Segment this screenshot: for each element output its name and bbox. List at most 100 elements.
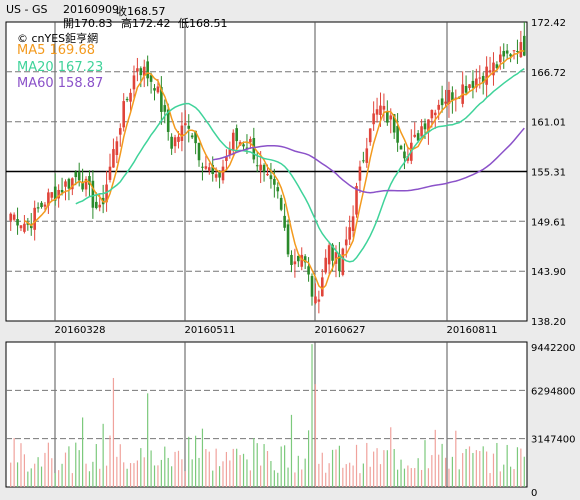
- candle-body: [142, 66, 146, 76]
- candle-body: [194, 130, 197, 144]
- candle-body: [177, 136, 180, 142]
- candle-body: [156, 86, 160, 93]
- ma5-line: [23, 49, 525, 290]
- low-label: 低168.51: [178, 17, 228, 30]
- candle-body: [447, 89, 451, 105]
- ma20-legend: MA20 167.23: [17, 60, 104, 75]
- candle-body: [29, 225, 33, 229]
- candle-body: [389, 115, 393, 120]
- candle-body: [392, 114, 396, 133]
- candle-body: [471, 80, 475, 88]
- ma5-legend: MA5 169.68: [17, 43, 95, 58]
- candle-body: [355, 186, 358, 215]
- candle-body: [84, 178, 88, 190]
- candle-body: [413, 134, 417, 137]
- candle-body: [344, 239, 348, 246]
- candle-body: [218, 170, 221, 178]
- candle-body: [427, 119, 430, 133]
- date-tick-label: 20160811: [447, 325, 498, 336]
- volume-panel: [5, 341, 528, 488]
- candle-body: [81, 181, 84, 190]
- candle-body: [464, 85, 468, 93]
- candle-body: [512, 50, 516, 52]
- candle-body: [252, 137, 256, 160]
- candle-body: [221, 166, 225, 181]
- candle-body: [396, 126, 399, 143]
- candle-body: [324, 257, 328, 273]
- candle-body: [481, 76, 485, 84]
- candle-body: [451, 92, 454, 101]
- candle-body: [64, 181, 67, 187]
- candle-body: [132, 75, 136, 90]
- candle-body: [43, 204, 47, 207]
- candle-body: [331, 244, 334, 261]
- candle-body: [112, 149, 115, 168]
- candle-body: [300, 254, 304, 267]
- candle-body: [310, 276, 314, 297]
- candle-body: [122, 101, 125, 128]
- candle-body: [184, 123, 187, 126]
- symbol-label: US - GS: [6, 3, 48, 16]
- candle-body: [211, 165, 215, 175]
- price-tick-label: 172.42: [531, 18, 566, 29]
- candle-body: [365, 148, 369, 163]
- candle-body: [283, 215, 286, 228]
- candle-body: [406, 156, 410, 161]
- candle-body: [201, 166, 204, 168]
- price-tick-label: 143.90: [531, 267, 566, 278]
- candle-body: [440, 98, 444, 106]
- candle-body: [105, 184, 108, 203]
- candle-body: [273, 178, 276, 185]
- candle-body: [153, 88, 156, 91]
- candle-body: [519, 42, 523, 58]
- candle-body: [60, 189, 64, 193]
- candle-body: [19, 225, 23, 229]
- ma60-legend: MA60 158.87: [17, 76, 104, 91]
- candle-body: [320, 277, 324, 297]
- price-tick-label: 138.20: [531, 317, 566, 328]
- candle-body: [386, 111, 389, 123]
- date-tick-label: 20160328: [55, 325, 106, 336]
- candle-body: [149, 75, 153, 82]
- date-tick-label: 20160627: [315, 325, 366, 336]
- volume-tick-label: 9442200: [531, 343, 576, 354]
- candle-body: [399, 145, 403, 150]
- volume-tick-label: 3147400: [531, 435, 576, 446]
- open-label: 開170.83: [63, 17, 113, 30]
- candle-body: [190, 135, 194, 138]
- candle-body: [279, 197, 283, 210]
- candle-body: [235, 128, 238, 142]
- watermark: © cnYES鉅亨網: [17, 32, 99, 45]
- candle-body: [382, 105, 386, 110]
- candle-body: [420, 126, 423, 137]
- high-label: 高172.42: [121, 17, 171, 30]
- volume-tick-label: 6294800: [531, 386, 576, 397]
- candle-body: [47, 192, 50, 206]
- candle-body: [204, 166, 208, 169]
- candle-body: [286, 224, 290, 255]
- candle-body: [173, 137, 177, 147]
- candle-body: [95, 201, 98, 209]
- candle-body: [351, 216, 355, 232]
- candle-body: [259, 164, 262, 171]
- candle-body: [136, 68, 139, 72]
- candle-body: [475, 78, 478, 88]
- candle-body: [358, 166, 362, 181]
- candle-body: [423, 123, 427, 130]
- candle-body: [255, 165, 259, 167]
- candle-body: [317, 299, 321, 302]
- candle-body: [488, 70, 492, 73]
- candle-body: [485, 66, 488, 85]
- ma20-line: [75, 68, 525, 263]
- candle-body: [375, 109, 379, 115]
- date-tick-label: 20160511: [185, 325, 236, 336]
- candle-body: [307, 266, 310, 275]
- candle-body: [372, 113, 375, 125]
- candle-body: [502, 50, 506, 57]
- candle-body: [166, 109, 170, 132]
- candle-body: [269, 175, 273, 180]
- candle-body: [297, 255, 300, 262]
- candle-body: [522, 35, 526, 56]
- candle-body: [290, 254, 293, 265]
- date-label: 20160909: [63, 3, 119, 16]
